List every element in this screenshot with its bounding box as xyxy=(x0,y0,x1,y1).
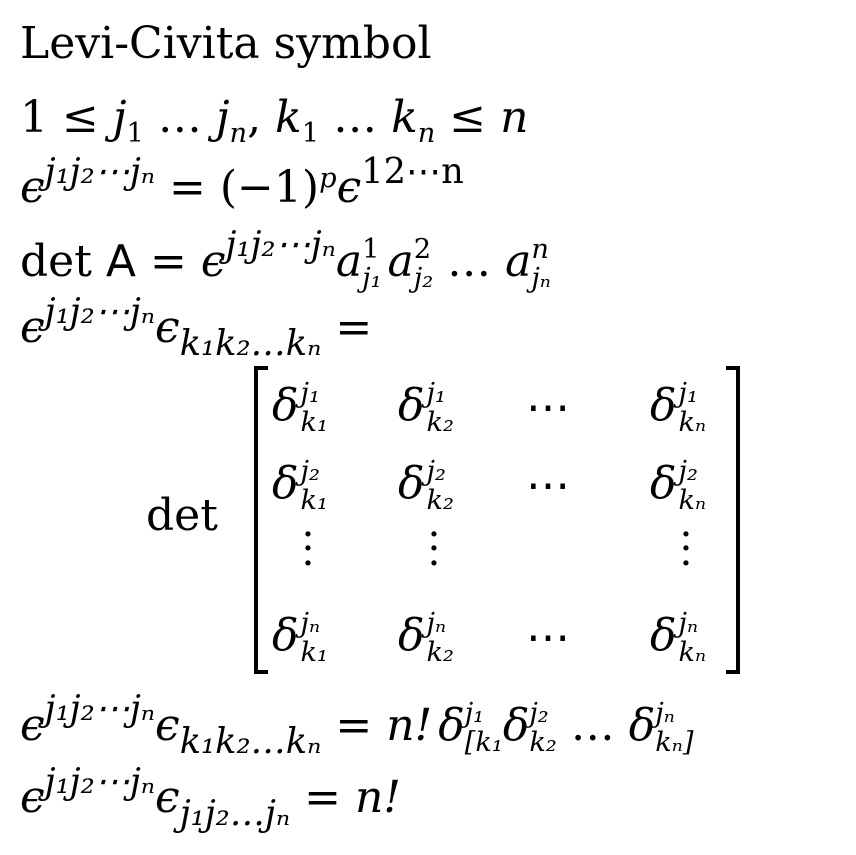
permutation-sign-formula: ϵj₁j₂⋯jₙ = (−1)pϵ12⋯n xyxy=(20,150,464,213)
matrix-right-bracket xyxy=(726,366,740,674)
matrix-hdots: ⋯ xyxy=(526,612,570,663)
matrix-vdots: · · · xyxy=(679,512,693,587)
determinant-formula: det A = ϵj₁j₂⋯jₙa 1 j₁ a 2 j₂ … a n jₙ xyxy=(20,224,551,295)
matrix-cell: δ jₙ kₙ xyxy=(650,608,707,669)
matrix-cell: δ j₁ k₁ xyxy=(272,378,328,439)
formula-title: Levi-Civita symbol xyxy=(20,22,432,66)
contraction-formula: ϵj₁j₂⋯jₙϵk₁k₂…kₙ = xyxy=(20,290,373,365)
matrix-cell: δ j₂ k₁ xyxy=(272,456,328,517)
matrix-det-label: det xyxy=(146,490,218,541)
matrix-cell: δ j₁ k₂ xyxy=(398,378,454,439)
antisymmetrized-delta-formula: ϵj₁j₂⋯jₙϵk₁k₂…kₙ = n! δ j₁ [k₁ δ j₂ k₂ … δ jₙ kₙ… xyxy=(20,688,694,763)
matrix-cell: δ jₙ k₁ xyxy=(272,608,328,669)
title-text: Levi-Civita symbol xyxy=(20,18,432,69)
full-contraction-formula: ϵj₁j₂⋯jₙϵj₁j₂…jₙ = n! xyxy=(20,760,401,835)
matrix-cell: δ j₂ kₙ xyxy=(650,456,707,517)
matrix-cell: δ jₙ k₂ xyxy=(398,608,454,669)
index-range-formula: 1 ≤ j1 … jn, k1 … kn ≤ n xyxy=(20,92,529,150)
matrix-left-bracket xyxy=(254,366,268,674)
matrix-cell: δ j₂ k₂ xyxy=(398,456,454,517)
matrix-vdots: · · · xyxy=(427,512,441,587)
matrix-cell: δ j₁ kₙ xyxy=(650,378,707,439)
matrix-hdots: ⋯ xyxy=(526,460,570,511)
matrix-vdots: · · · xyxy=(301,512,315,587)
matrix-hdots: ⋯ xyxy=(526,382,570,433)
